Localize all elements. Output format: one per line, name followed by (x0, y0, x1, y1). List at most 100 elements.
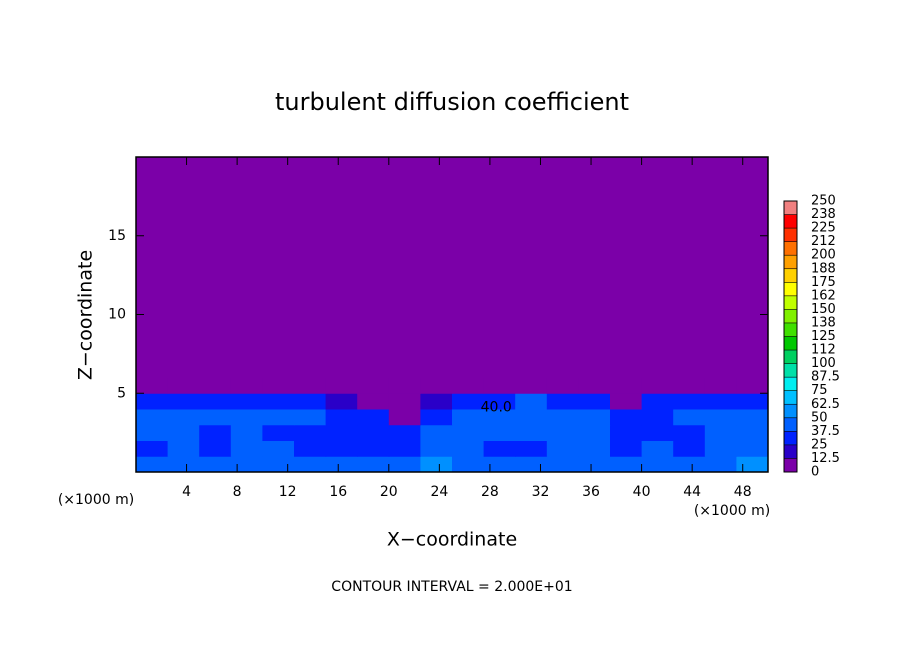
x-tick-label: 8 (233, 484, 242, 500)
field-cell (136, 440, 169, 457)
field-cell (704, 440, 737, 457)
field-cell (388, 424, 421, 441)
colorbar-label: 125 (811, 329, 836, 344)
colorbar-swatch (784, 350, 797, 364)
colorbar-swatch (784, 390, 797, 405)
x-tick-label: 24 (430, 484, 448, 500)
field-cell (610, 393, 643, 410)
x-tick-label: 32 (532, 484, 550, 500)
colorbar-swatch (784, 431, 797, 445)
field-cell (230, 456, 263, 473)
field-cell (388, 440, 421, 457)
field-cell (420, 377, 453, 394)
x-tick-label: 12 (279, 484, 297, 500)
field-cell (610, 424, 643, 441)
field-cell (736, 377, 769, 394)
colorbar-label: 87.5 (811, 370, 840, 385)
field-cell (673, 393, 706, 410)
field-cell (578, 456, 611, 473)
field-cell (483, 409, 516, 426)
field-cell (357, 377, 390, 394)
field-cell (262, 409, 295, 426)
field-cell (704, 409, 737, 426)
field-cell (167, 377, 200, 394)
x-tick-label: 44 (683, 484, 701, 500)
field-cell (641, 409, 674, 426)
field-cell (736, 424, 769, 441)
colorbar-label: 225 (811, 221, 836, 236)
field-cell (515, 424, 548, 441)
field-cell (704, 377, 737, 394)
field-cell (610, 440, 643, 457)
field-cell (294, 424, 327, 441)
field-cell (199, 377, 232, 394)
field-cell (546, 456, 579, 473)
field-cell (167, 409, 200, 426)
field-cell (515, 409, 548, 426)
field-cell (230, 393, 263, 410)
y-axis-unit: (×1000 m) (58, 492, 134, 508)
field-cell (483, 377, 516, 394)
colorbar-label: 175 (811, 275, 836, 290)
colorbar-label: 200 (811, 248, 836, 263)
field-cell (167, 440, 200, 457)
field-cell (736, 440, 769, 457)
colorbar-swatch (784, 282, 797, 296)
field-cell (388, 377, 421, 394)
x-tick-label: 28 (481, 484, 499, 500)
field-cell (230, 440, 263, 457)
field-cell (736, 393, 769, 410)
colorbar-label: 50 (811, 410, 828, 425)
field-cell (294, 456, 327, 473)
field-cell (515, 393, 548, 410)
y-tick-label: 10 (108, 307, 126, 323)
colorbar-swatch (784, 295, 797, 310)
x-tick-label: 48 (734, 484, 752, 500)
colorbar-swatch (784, 417, 797, 432)
x-tick-label: 36 (582, 484, 600, 500)
field-cell (230, 424, 263, 441)
colorbar-label: 188 (811, 261, 836, 276)
field-cell (357, 456, 390, 473)
colorbar-label: 238 (811, 207, 836, 222)
field-cell (641, 377, 674, 394)
colorbar-swatch (784, 458, 797, 472)
field-cell (483, 393, 516, 410)
colorbar-label: 150 (811, 302, 836, 317)
field-cell (452, 424, 485, 441)
colorbar-label: 12.5 (811, 451, 840, 466)
field-cell (420, 456, 453, 473)
field-cell (294, 440, 327, 457)
field-cell (325, 409, 358, 426)
field-cell (704, 393, 737, 410)
field-cell (420, 409, 453, 426)
field-cell (704, 456, 737, 473)
field-cell (452, 440, 485, 457)
field-cell (515, 440, 548, 457)
colorbar-swatch (784, 228, 797, 242)
colorbar-swatch (784, 336, 797, 351)
colorbar-label: 25 (811, 437, 828, 452)
colorbar-swatch (784, 363, 797, 378)
field-cell (515, 456, 548, 473)
field-cell (167, 393, 200, 410)
colorbar-label: 112 (811, 343, 836, 358)
field-cell (641, 393, 674, 410)
field-cell (199, 456, 232, 473)
x-tick-label: 16 (329, 484, 347, 500)
y-tick-label: 5 (117, 385, 126, 401)
field-cell (452, 409, 485, 426)
field-cell (199, 440, 232, 457)
colorbar-label: 37.5 (811, 424, 840, 439)
colorbar-label: 212 (811, 234, 836, 249)
field-cell (136, 424, 169, 441)
field-cell (294, 409, 327, 426)
colorbar-label: 250 (811, 194, 836, 209)
x-axis-label: X−coordinate (387, 529, 517, 551)
field-cell (294, 393, 327, 410)
field-cell (673, 409, 706, 426)
colorbar-swatch (784, 241, 797, 256)
colorbar-swatch (784, 214, 797, 229)
field-cell (546, 440, 579, 457)
